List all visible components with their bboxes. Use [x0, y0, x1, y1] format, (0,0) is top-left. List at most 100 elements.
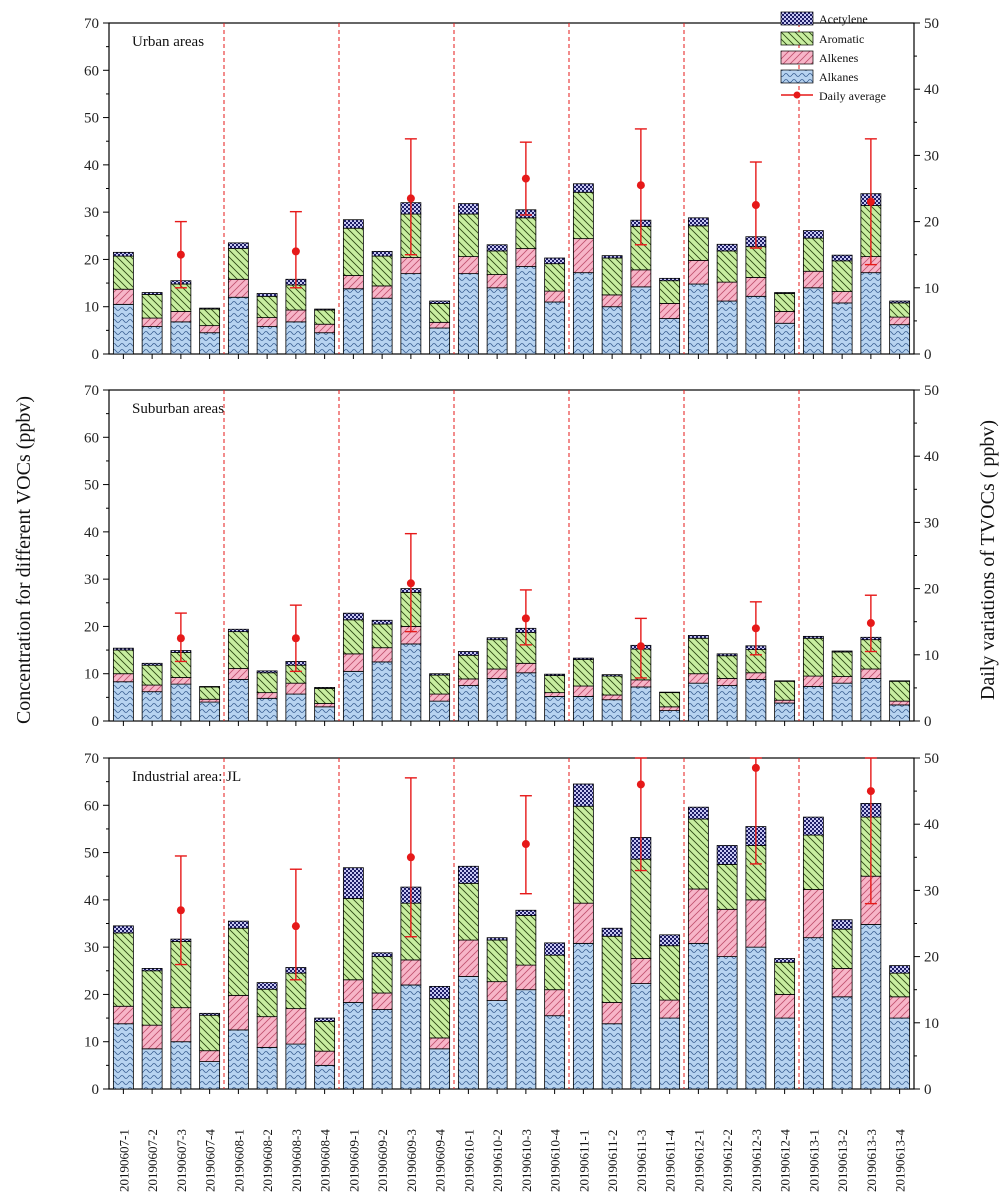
bar-alkenes [429, 1037, 451, 1050]
bar-acetylene [227, 242, 249, 249]
bar-aromatic [486, 639, 508, 670]
panel-title: Industrial area: JL [132, 769, 241, 785]
bar-acetylene [314, 1017, 336, 1022]
bar-acetylene [601, 674, 623, 677]
right-tick-label: 10 [924, 281, 939, 297]
bar-acetylene [774, 292, 796, 294]
bar-alkenes [314, 323, 336, 334]
left-tick-label: 50 [84, 478, 99, 494]
bar-alkanes [860, 678, 882, 722]
bar-aromatic [342, 227, 364, 276]
bar-alkanes [285, 1043, 307, 1090]
bar-alkanes [860, 924, 882, 1090]
bar-alkenes [630, 958, 652, 984]
panel-1: 0 10 20 30 40 50 60 70 0 10 20 30 40 50 Urban areas [84, 16, 939, 363]
daily-average-point [406, 853, 415, 862]
bar-acetylene [256, 982, 278, 990]
bar-alkanes [141, 1048, 163, 1090]
bar-aromatic [889, 302, 911, 318]
right-tick-label: 40 [924, 817, 939, 833]
bar-alkanes [429, 1048, 451, 1090]
bar-aromatic [141, 664, 163, 686]
right-tick-label: 20 [924, 950, 939, 966]
bar-alkenes [400, 257, 422, 275]
bar-aromatic [659, 945, 681, 1001]
right-tick-label: 40 [924, 82, 939, 98]
bar-alkanes [342, 288, 364, 355]
category-label: 20190612-2 [720, 1129, 735, 1192]
bar-acetylene [802, 816, 824, 836]
bar-acetylene [774, 958, 796, 963]
bar-alkanes [630, 686, 652, 722]
left-axis-title: Concentration for different VOCs (ppbv) [13, 396, 35, 724]
bar-alkenes [831, 676, 853, 684]
bar-alkanes [572, 696, 594, 722]
bar-alkanes [745, 946, 767, 1090]
bar-alkanes [630, 983, 652, 1090]
bar-alkanes [457, 976, 479, 1090]
bar-alkanes [342, 1002, 364, 1090]
bar-alkanes [774, 322, 796, 355]
bar-alkenes [716, 908, 738, 957]
category-label: 20190608-2 [260, 1129, 275, 1192]
left-tick-label: 10 [84, 1035, 99, 1051]
bar-acetylene [486, 637, 508, 641]
bar-acetylene [486, 937, 508, 941]
bar-aromatic [227, 927, 249, 996]
bar-alkanes [544, 1015, 566, 1090]
right-tick-label: 0 [924, 1082, 932, 1098]
daily-average-point [291, 634, 300, 643]
bar-aromatic [716, 655, 738, 679]
bar-alkenes [515, 662, 537, 674]
bar-aromatic [285, 284, 307, 311]
left-tick-label: 70 [84, 16, 99, 32]
daily-average-point [636, 780, 645, 789]
bar-aromatic [199, 1014, 221, 1052]
daily-average-point [291, 247, 300, 256]
legend-label-daily-average: Daily average [819, 89, 886, 103]
bar-alkanes [659, 318, 681, 355]
bar-acetylene [112, 925, 134, 934]
legend-swatch-alkenes [780, 50, 814, 65]
left-tick-label: 30 [84, 940, 99, 956]
bar-acetylene [314, 687, 336, 689]
bar-alkenes [342, 979, 364, 1003]
bar-alkanes [486, 678, 508, 722]
bar-aromatic [371, 255, 393, 287]
bar-alkenes [371, 285, 393, 299]
bar-alkanes [630, 286, 652, 355]
bar-alkanes [572, 942, 594, 1090]
left-tick-label: 50 [84, 846, 99, 862]
left-tick-label: 40 [84, 893, 99, 909]
bar-acetylene [429, 985, 451, 1000]
bar-alkanes [141, 691, 163, 722]
bar-alkenes [256, 317, 278, 327]
bar-aromatic [256, 672, 278, 694]
bar-acetylene [544, 942, 566, 956]
category-label: 20190609-3 [404, 1129, 419, 1192]
bar-acetylene [112, 251, 134, 257]
bar-alkanes [429, 700, 451, 722]
bar-alkanes [601, 699, 623, 722]
bar-acetylene [227, 920, 249, 929]
bar-alkanes [112, 681, 134, 722]
daily-average-point [521, 614, 530, 623]
bar-alkenes [687, 888, 709, 944]
bar-acetylene [457, 865, 479, 884]
legend-label-alkanes: Alkanes [819, 70, 859, 84]
bar-alkenes [429, 321, 451, 329]
bar-alkanes [256, 697, 278, 722]
bar-alkanes [170, 683, 192, 722]
bar-alkanes [429, 327, 451, 355]
bar-aromatic [141, 970, 163, 1026]
bar-alkenes [457, 678, 479, 686]
bar-alkanes [342, 670, 364, 722]
bar-alkenes [659, 706, 681, 711]
bar-aromatic [831, 651, 853, 677]
bar-acetylene [716, 243, 738, 252]
bar-acetylene [831, 650, 853, 653]
bar-acetylene [802, 635, 824, 639]
bar-aromatic [889, 972, 911, 998]
bar-alkanes [515, 266, 537, 355]
